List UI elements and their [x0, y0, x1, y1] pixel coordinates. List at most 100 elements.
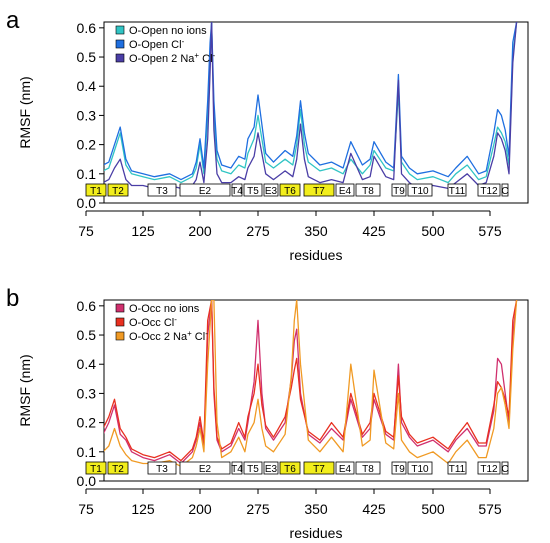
y-tick-label: 0.2 — [77, 137, 97, 153]
panel-a: a 0.0 0.1 0.2 0.3 0.4 0.5 0.6 RMSF (nm) 75 125 200 2… — [6, 7, 529, 263]
y-tick-label: 0.4 — [77, 356, 97, 372]
series-group — [104, 300, 518, 468]
legend-label: O-Open no ions — [129, 25, 207, 37]
y-axis-title: RMSF (nm) — [17, 76, 33, 148]
segment-label: T4 — [231, 186, 243, 197]
segment-box — [391, 183, 407, 197]
legend-swatch — [115, 331, 125, 341]
segment-t5: T5 — [243, 461, 263, 475]
segment-box — [447, 461, 467, 475]
segment-box — [243, 183, 263, 197]
segment-label: T4 — [231, 464, 243, 475]
segment-box — [407, 183, 433, 197]
segment-label: T2 — [112, 186, 124, 197]
plot-frame — [103, 299, 529, 482]
panel-letter: b — [6, 285, 19, 312]
segment-box — [263, 461, 279, 475]
segment-label: C — [501, 186, 508, 197]
x-tick-label: 575 — [478, 223, 502, 239]
segment-box — [107, 461, 129, 475]
segment-label: T7 — [313, 186, 325, 197]
legend-swatch — [115, 25, 125, 35]
x-tick-label: 350 — [304, 501, 328, 517]
segment-box — [477, 461, 501, 475]
x-tick-label: 425 — [362, 501, 386, 517]
series-line — [104, 22, 518, 181]
x-tick-label: 350 — [304, 223, 328, 239]
x-tick-label: 125 — [131, 223, 155, 239]
legend-item: O-Occ Cl- — [115, 315, 177, 329]
segment-box — [477, 183, 501, 197]
legend-label: O-Open 2 Na+ Cl- — [129, 51, 216, 65]
legend-label: O-Occ 2 Na+ Cl- — [129, 329, 208, 343]
segment-c: C — [501, 461, 509, 475]
segment-box — [107, 183, 129, 197]
segment-t4: T4 — [231, 461, 243, 475]
legend-item: O-Occ no ions — [115, 303, 200, 315]
segment-t8: T8 — [355, 183, 381, 197]
segment-t6: T6 — [279, 461, 301, 475]
segment-box — [447, 183, 467, 197]
segment-box — [279, 461, 301, 475]
segment-label: C — [501, 464, 508, 475]
segment-box — [263, 183, 279, 197]
x-tick-label: 500 — [421, 223, 445, 239]
x-tick-label: 425 — [362, 223, 386, 239]
segment-box — [85, 183, 107, 197]
legend-label: O-Occ no ions — [129, 303, 200, 315]
segment-label: E3 — [265, 464, 278, 475]
legend-swatch — [115, 303, 125, 313]
segment-t4: T4 — [231, 183, 243, 197]
segment-t7: T7 — [303, 183, 335, 197]
legend-swatch — [115, 317, 125, 327]
legend-item: O-Occ 2 Na+ Cl- — [115, 329, 208, 343]
segment-e2: E2 — [179, 183, 231, 197]
segment-t12: T12 — [477, 461, 501, 475]
plot-frame — [103, 21, 529, 204]
segment-label: T8 — [362, 464, 374, 475]
segment-label: T6 — [284, 464, 296, 475]
y-tick-label: 0.3 — [77, 385, 97, 401]
y-tick-label: 0.2 — [77, 415, 97, 431]
segment-box — [243, 461, 263, 475]
segment-e2: E2 — [179, 461, 231, 475]
segment-t11: T11 — [447, 183, 467, 197]
y-tick-label: 0.3 — [77, 107, 97, 123]
segment-label: T9 — [393, 464, 405, 475]
y-tick-label: 0.0 — [77, 195, 97, 211]
segment-t8: T8 — [355, 461, 381, 475]
segment-t11: T11 — [447, 461, 467, 475]
segment-box — [501, 183, 509, 197]
segment-label: E3 — [265, 186, 278, 197]
x-tick-label: 75 — [78, 501, 94, 517]
panel-b: b 0.0 0.1 0.2 0.3 0.4 0.5 0.6 RMSF (nm) 75 125 200 2… — [6, 285, 529, 541]
segment-label: T12 — [480, 186, 498, 197]
segment-box — [231, 461, 243, 475]
segment-box — [231, 183, 243, 197]
y-axis-title: RMSF (nm) — [17, 354, 33, 426]
segment-label: T9 — [393, 186, 405, 197]
segment-c: C — [501, 183, 509, 197]
segment-box — [501, 461, 509, 475]
segment-label: T6 — [284, 186, 296, 197]
x-axis-title: residues — [290, 247, 343, 263]
segment-t5: T5 — [243, 183, 263, 197]
segment-t12: T12 — [477, 183, 501, 197]
segment-box — [335, 183, 355, 197]
segment-box — [335, 461, 355, 475]
segment-label: T10 — [411, 464, 429, 475]
legend-swatch — [115, 53, 125, 63]
segment-label: T8 — [362, 186, 374, 197]
segment-t1: T1 — [85, 183, 107, 197]
segment-label: T3 — [156, 464, 168, 475]
legend-label: O-Open Cl- — [129, 37, 185, 51]
segment-e3: E3 — [263, 183, 279, 197]
x-tick-label: 275 — [246, 501, 270, 517]
segment-label: T1 — [90, 464, 102, 475]
y-tick-label: 0.6 — [77, 298, 97, 314]
segment-label: E4 — [339, 186, 352, 197]
segment-box — [179, 183, 231, 197]
segment-t3: T3 — [147, 461, 177, 475]
x-tick-label: 75 — [78, 223, 94, 239]
